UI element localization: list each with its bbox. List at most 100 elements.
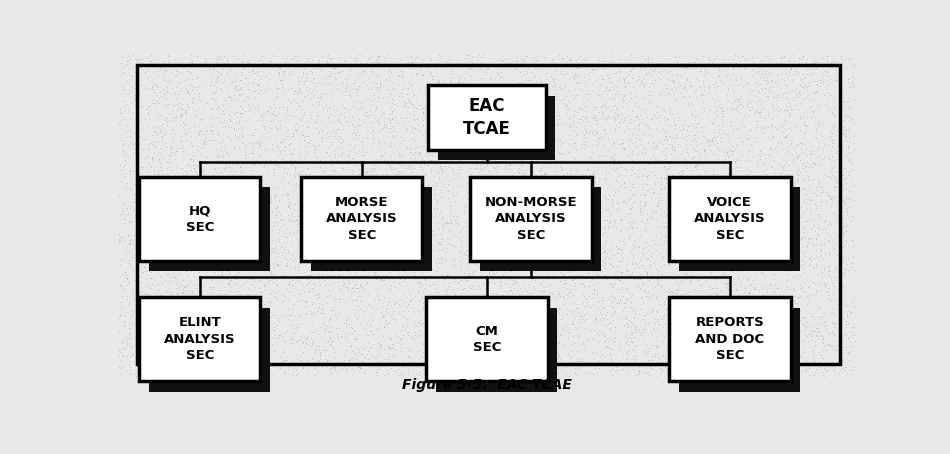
Point [179, 326, 194, 334]
Point [156, 59, 171, 67]
Point [508, 328, 523, 336]
Point [781, 192, 796, 199]
Point [712, 336, 728, 343]
Point [352, 367, 367, 375]
Point [634, 160, 649, 167]
Point [433, 260, 448, 267]
Point [542, 185, 558, 192]
Point [734, 331, 750, 338]
Point [164, 166, 180, 173]
Point [466, 259, 481, 266]
Point [700, 138, 715, 146]
Point [176, 283, 191, 290]
Point [398, 193, 413, 201]
Point [236, 192, 251, 199]
Point [308, 153, 323, 161]
Point [634, 328, 649, 336]
Point [655, 90, 670, 98]
Point [305, 92, 320, 99]
Point [276, 229, 292, 237]
Point [353, 246, 369, 253]
Point [640, 344, 656, 351]
Point [379, 321, 394, 328]
Point [358, 149, 373, 156]
Point [440, 120, 455, 127]
Point [378, 176, 393, 183]
Point [708, 254, 723, 261]
Point [342, 178, 357, 186]
Point [632, 285, 647, 292]
Point [759, 183, 774, 190]
Point [519, 256, 534, 263]
Point [314, 182, 329, 189]
Point [558, 100, 573, 108]
Point [252, 140, 267, 148]
Point [202, 371, 218, 378]
Point [732, 101, 747, 108]
Point [741, 97, 756, 104]
Point [232, 321, 247, 328]
Point [717, 317, 732, 325]
Point [797, 252, 812, 259]
Point [830, 105, 846, 113]
Point [129, 56, 144, 63]
Point [384, 247, 399, 255]
Point [331, 306, 346, 313]
Point [307, 227, 322, 234]
Point [136, 125, 151, 133]
Point [317, 355, 332, 362]
Point [347, 268, 362, 276]
Point [722, 75, 737, 83]
Point [800, 158, 815, 166]
Point [637, 93, 653, 100]
Point [763, 284, 778, 291]
Point [322, 72, 337, 79]
Point [752, 196, 768, 203]
Point [782, 349, 797, 356]
Point [146, 192, 162, 200]
Point [215, 143, 230, 150]
Point [215, 271, 230, 278]
Point [268, 246, 283, 253]
Point [787, 160, 802, 167]
Point [490, 133, 505, 140]
Point [795, 208, 810, 216]
Point [633, 276, 648, 283]
Point [748, 207, 763, 215]
Point [614, 270, 629, 277]
Point [651, 297, 666, 304]
Point [803, 322, 818, 330]
Point [679, 191, 694, 198]
Point [266, 111, 281, 118]
Point [728, 158, 743, 165]
Point [575, 281, 590, 288]
Point [484, 198, 499, 206]
Point [267, 331, 282, 339]
Point [845, 263, 860, 271]
Point [528, 63, 543, 70]
Point [404, 333, 419, 340]
Point [446, 124, 461, 131]
Point [250, 273, 265, 281]
Point [439, 169, 454, 177]
Point [722, 161, 737, 168]
Point [394, 348, 409, 355]
Point [318, 267, 333, 275]
Point [607, 367, 622, 375]
Point [485, 340, 501, 347]
Point [113, 109, 128, 117]
Point [294, 74, 309, 81]
Point [728, 206, 743, 213]
Point [790, 174, 806, 181]
Point [839, 185, 854, 192]
Point [425, 313, 440, 320]
Point [368, 114, 383, 122]
Point [408, 332, 423, 339]
Point [577, 282, 592, 289]
Point [816, 264, 831, 271]
Point [519, 88, 534, 95]
Point [233, 168, 248, 175]
Point [801, 96, 816, 103]
Point [161, 51, 176, 58]
Point [557, 226, 572, 233]
